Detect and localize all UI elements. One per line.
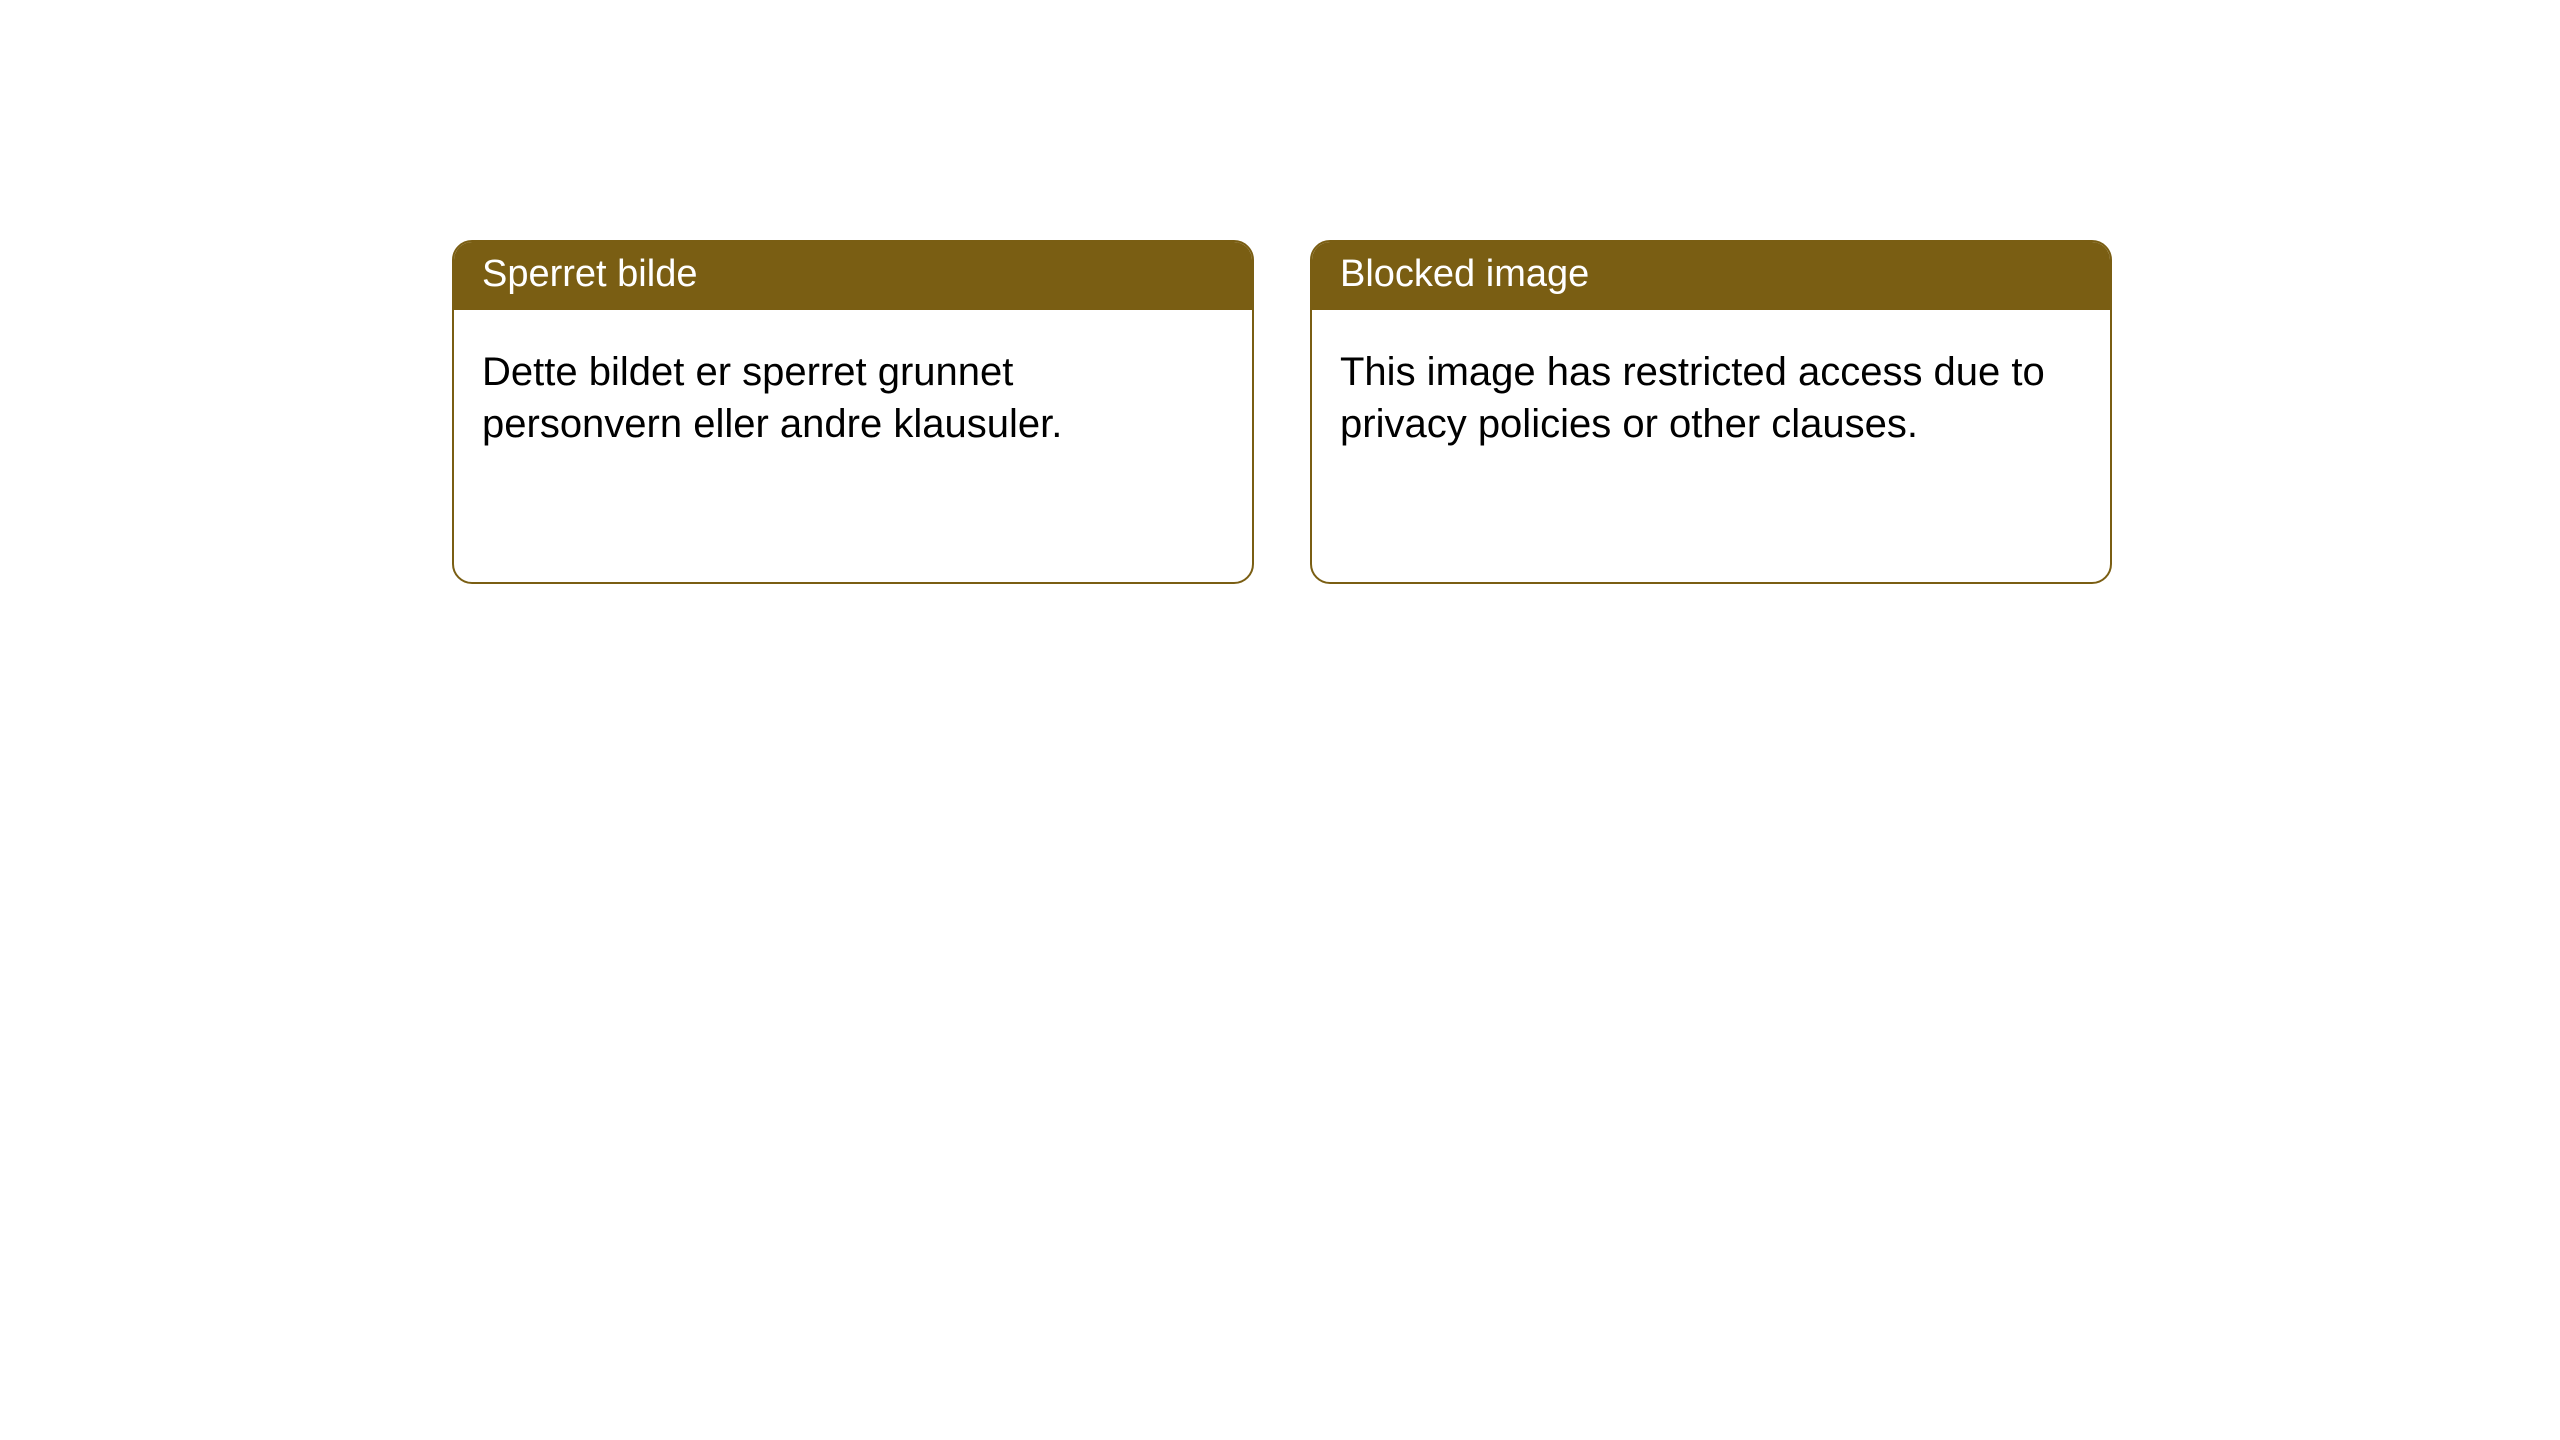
notice-title-english: Blocked image <box>1312 242 2110 310</box>
notice-body-english: This image has restricted access due to … <box>1312 310 2110 582</box>
notice-card-english: Blocked image This image has restricted … <box>1310 240 2112 584</box>
notice-container: Sperret bilde Dette bildet er sperret gr… <box>0 0 2560 584</box>
notice-card-norwegian: Sperret bilde Dette bildet er sperret gr… <box>452 240 1254 584</box>
notice-title-norwegian: Sperret bilde <box>454 242 1252 310</box>
notice-body-norwegian: Dette bildet er sperret grunnet personve… <box>454 310 1252 582</box>
